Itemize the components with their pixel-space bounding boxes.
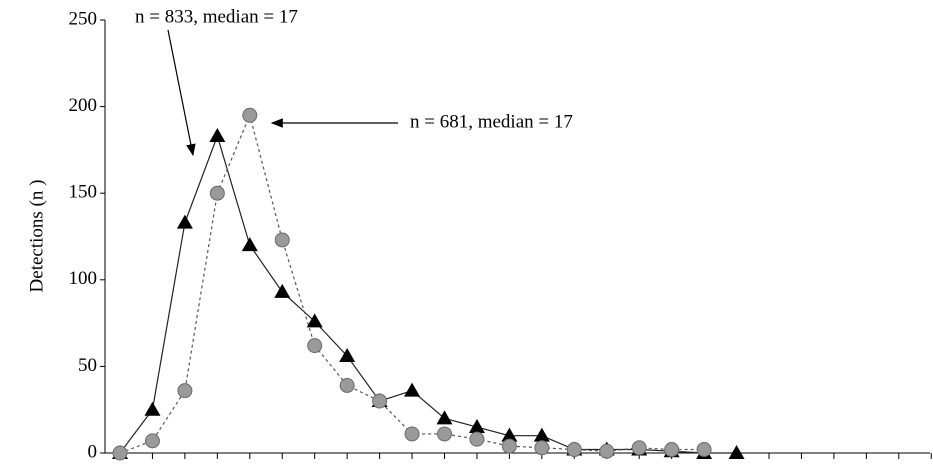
triangle-marker (436, 410, 453, 425)
triangle-marker (339, 348, 356, 363)
circle-marker (339, 377, 355, 393)
triangle-marker (241, 237, 258, 252)
triangle-marker (306, 313, 323, 328)
triangle-marker (144, 401, 161, 416)
y-tick-label: 250 (69, 8, 98, 29)
circle-marker (501, 438, 517, 454)
annotation: n = 833, median = 17 (135, 6, 298, 27)
y-tick-label: 0 (88, 441, 98, 462)
circle-marker (599, 443, 615, 459)
triangle-marker (468, 419, 485, 434)
triangle-marker (404, 382, 421, 397)
y-axis-label: Detections (n ) (26, 180, 47, 293)
circle-marker (437, 426, 452, 442)
circle-marker (696, 442, 712, 458)
triangle-marker (274, 283, 291, 298)
circle-marker (631, 440, 647, 456)
circle-marker (469, 431, 485, 447)
circle-marker (274, 232, 290, 248)
circle-marker (664, 442, 680, 458)
series-line (119, 134, 737, 454)
triangle-marker (209, 128, 226, 143)
circle-marker (307, 338, 323, 354)
triangle-marker (728, 445, 745, 459)
circle-marker (534, 440, 550, 456)
circle-marker (144, 433, 160, 449)
annotation: n = 681, median = 17 (410, 111, 573, 132)
circle-marker (372, 393, 388, 409)
y-tick-label: 150 (69, 182, 98, 203)
circle-marker (177, 383, 193, 399)
series-line (119, 113, 705, 454)
circle-marker (566, 442, 582, 458)
annotation-arrow (167, 29, 196, 157)
circle-marker (242, 107, 258, 123)
triangle-marker (176, 214, 193, 229)
y-tick-label: 100 (69, 268, 98, 289)
y-tick-label: 200 (69, 95, 98, 116)
y-tick-label: 50 (78, 355, 97, 376)
triangle-marker (533, 427, 550, 442)
circle-marker (404, 426, 420, 442)
circle-marker (112, 445, 128, 461)
circle-marker (209, 185, 225, 201)
triangle-marker (501, 427, 518, 442)
